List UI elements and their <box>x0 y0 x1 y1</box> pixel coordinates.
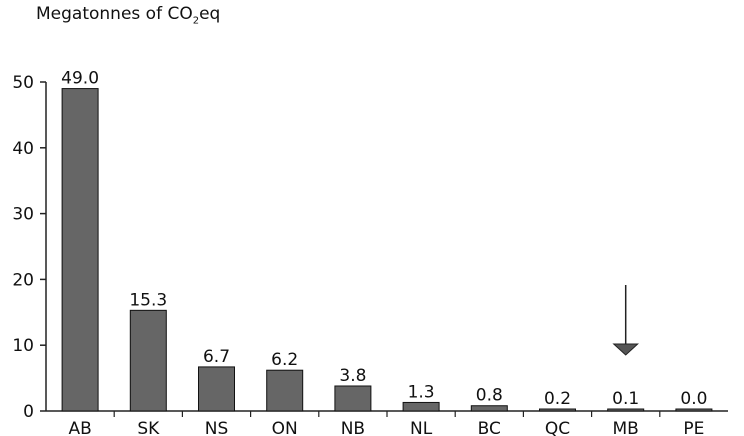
bar-AB <box>62 89 98 411</box>
category-label-PE: PE <box>683 419 704 436</box>
value-label-QC: 0.2 <box>544 389 571 409</box>
arrow-head <box>614 344 638 355</box>
bar-NS <box>199 367 235 411</box>
value-label-MB: 0.1 <box>612 389 639 409</box>
category-label-AB: AB <box>68 419 91 436</box>
bar-SK <box>130 310 166 411</box>
y-tick-label-30: 30 <box>12 205 34 225</box>
category-label-SK: SK <box>137 419 160 436</box>
bar-QC <box>540 409 576 411</box>
category-label-NL: NL <box>410 419 433 436</box>
category-label-NB: NB <box>341 419 365 436</box>
y-tick-label-50: 50 <box>12 73 34 93</box>
value-label-ON: 6.2 <box>271 350 298 370</box>
value-label-SK: 15.3 <box>129 290 167 310</box>
bar-ON <box>267 370 303 411</box>
category-label-NS: NS <box>205 419 229 436</box>
bar-MB <box>608 409 644 411</box>
y-tick-label-10: 10 <box>12 336 34 356</box>
value-label-AB: 49.0 <box>61 69 99 89</box>
value-label-NB: 3.8 <box>339 366 366 386</box>
bar-NB <box>335 386 371 411</box>
y-tick-label-20: 20 <box>12 270 34 290</box>
value-label-PE: 0.0 <box>680 389 707 409</box>
category-label-MB: MB <box>613 419 639 436</box>
category-label-ON: ON <box>272 419 298 436</box>
value-label-NS: 6.7 <box>203 347 230 367</box>
bar-NL <box>403 402 439 411</box>
y-tick-label-40: 40 <box>12 139 34 159</box>
bar-BC <box>471 406 507 411</box>
category-label-QC: QC <box>545 419 570 436</box>
category-label-BC: BC <box>478 419 501 436</box>
value-label-NL: 1.3 <box>408 382 435 402</box>
value-label-BC: 0.8 <box>476 386 503 406</box>
y-tick-label-0: 0 <box>23 402 34 422</box>
bar-PE <box>676 409 712 411</box>
